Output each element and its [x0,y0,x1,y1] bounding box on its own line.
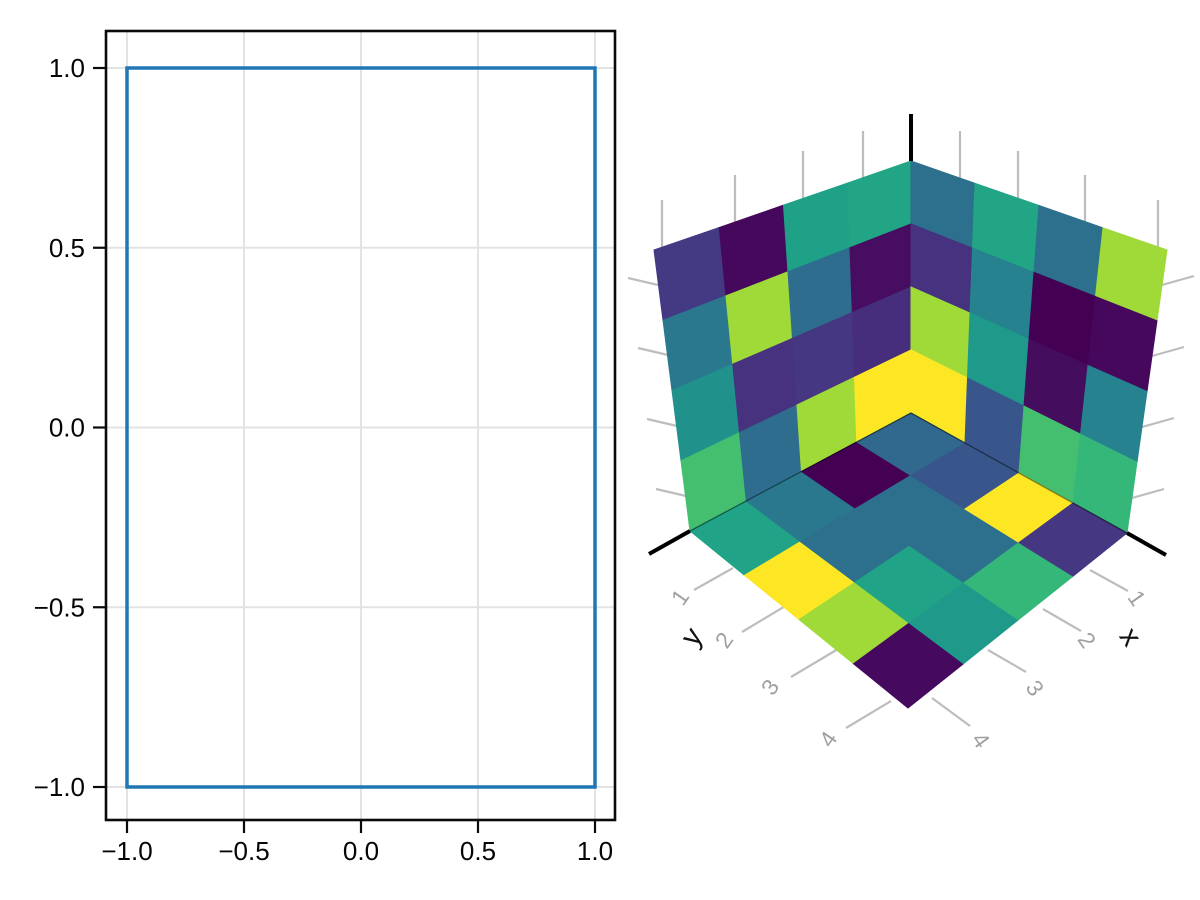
axis3-tick [790,648,839,678]
axis3-tick [987,649,1027,673]
axis3-tick-marks [627,131,1195,729]
axis3-tick [1141,416,1175,429]
wall-floor-junction [689,412,912,532]
axis3-tick-label: 1 [666,584,695,609]
x-tick-label: 0.0 [343,836,379,866]
wall-floor-junction [910,412,1128,534]
tick-marks [93,66,597,833]
axis3-tick-label: 3 [756,674,785,699]
axis3-tick [1089,569,1129,592]
left-2d-line-plot: −1.0 −0.5 0.0 0.5 1.0 1.0 0.5 0.0 −0.5 −1.0 [34,29,617,866]
axis3-tick [741,604,788,633]
y-tick-label: 0.0 [49,413,85,443]
axis3-tick-label: 2 [1073,627,1102,652]
y-tick-label: 1.0 [49,53,85,83]
axis3-tick-label: 4 [967,727,996,753]
axis3-tick-label: 1 [1123,585,1152,610]
axis-label-x: x [1113,622,1148,653]
axis3-tick [1151,345,1185,358]
x-tick-label: −0.5 [218,836,269,866]
axis3-tick [637,346,669,357]
axis3-tick-label: 2 [710,627,739,652]
axis3-tick-label: 4 [814,726,843,752]
axis3-tick [1131,487,1165,500]
axis3-tick [1042,608,1082,632]
left-wall-heatmap [653,160,912,532]
axis-label-y: y [675,621,710,652]
x-tick-label: 1.0 [577,836,613,866]
floor-heatmap [689,412,1128,709]
y-tick-label: −1.0 [34,772,85,802]
y-tick-label: −0.5 [34,592,85,622]
axis3-tick [655,487,687,498]
axis3-tick [931,697,971,727]
axis3-tick-label: 3 [1021,675,1050,700]
axis3-tick [627,276,659,287]
x-tick-label: 0.5 [460,836,496,866]
gridlines [106,31,615,820]
axis3-spine [648,529,691,556]
axis3-tick [845,700,892,729]
axis3-tick [693,567,734,591]
axis3-spine [1126,531,1167,557]
tick-labels: −1.0 −0.5 0.0 0.5 1.0 1.0 0.5 0.0 −0.5 −1.0 [34,53,613,866]
y-tick-label: 0.5 [49,233,85,263]
rectangle-line-series [125,66,597,789]
heatmap-cell [852,622,964,709]
axis3-tick [1161,274,1195,287]
x-tick-label: −1.0 [101,836,152,866]
axis3-tick [646,417,678,428]
